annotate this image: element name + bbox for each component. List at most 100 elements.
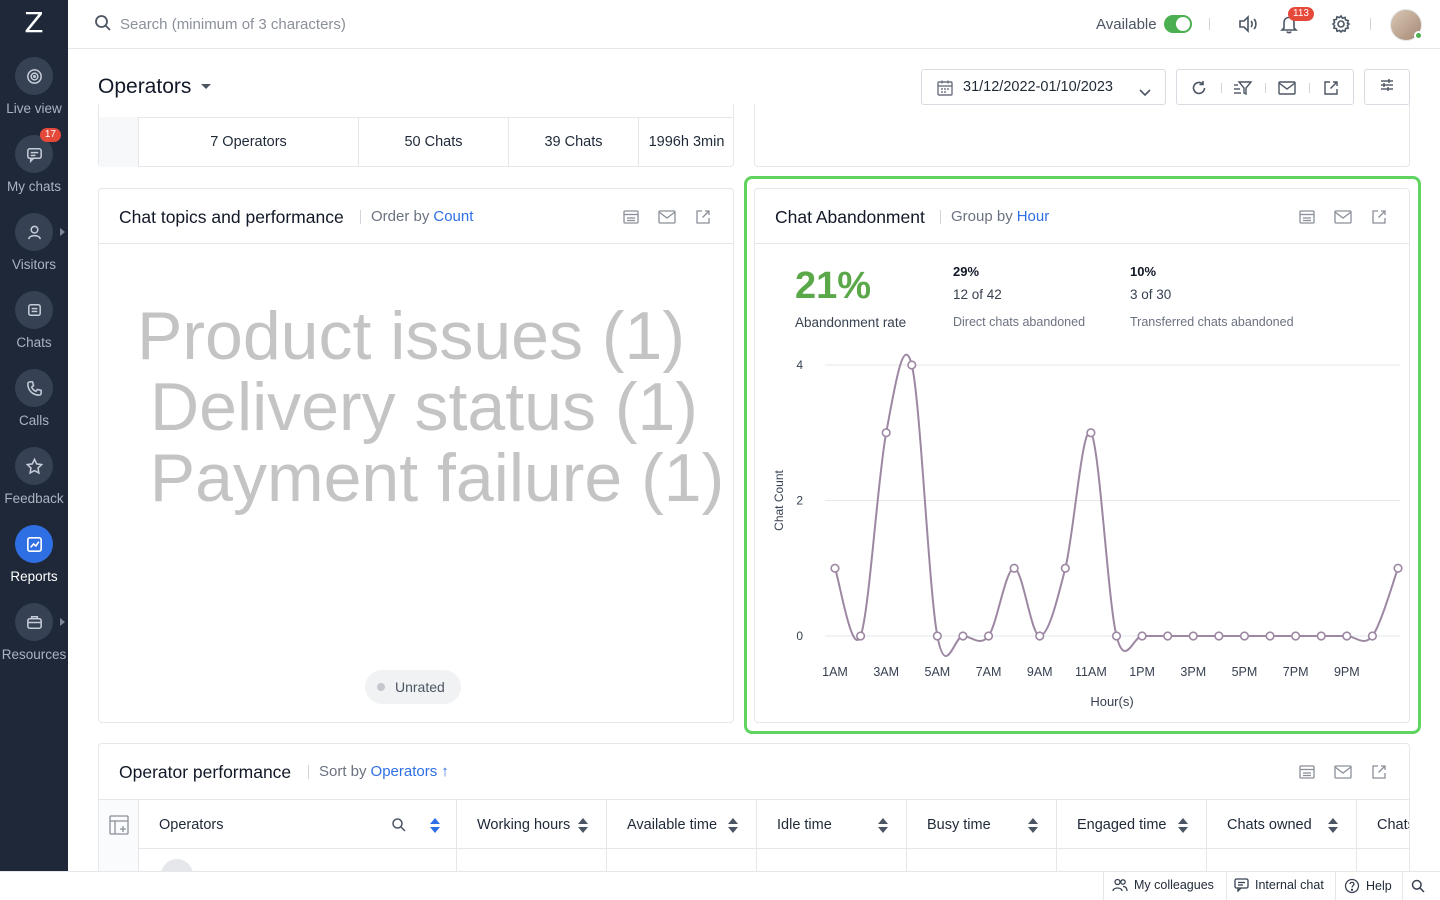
search-input[interactable] (120, 12, 520, 36)
sidebar-item-calls[interactable]: Calls (0, 369, 68, 428)
data-point[interactable] (1035, 631, 1045, 641)
open-external-icon[interactable] (1321, 78, 1341, 98)
internal-chat-button[interactable]: Internal chat (1234, 878, 1324, 892)
sort-by-control[interactable]: Sort by Operators ↑ (319, 763, 449, 780)
date-range-picker[interactable]: 31/12/2022-01/10/2023 (921, 69, 1166, 105)
data-point[interactable] (1214, 631, 1224, 641)
legend-unrated[interactable]: Unrated (365, 670, 461, 704)
direct-abandon-count: 12 of 42 (953, 287, 1002, 302)
sound-icon[interactable] (1237, 13, 1259, 35)
mail-icon[interactable] (657, 207, 677, 227)
column-engaged-time[interactable]: Engaged time (1057, 800, 1207, 850)
notification-badge: 113 (1288, 7, 1314, 21)
mail-icon[interactable] (1277, 78, 1297, 98)
page-title[interactable]: Operators (98, 75, 192, 98)
sidebar-item-resources[interactable]: Resources (0, 603, 68, 662)
data-point[interactable] (881, 428, 891, 438)
sort-by-value[interactable]: Operators (370, 763, 438, 780)
abandonment-rate-label: Abandonment rate (795, 315, 907, 330)
order-by-value[interactable]: Count (433, 208, 474, 225)
column-available-time[interactable]: Available time (607, 800, 757, 850)
data-point[interactable] (1188, 631, 1198, 641)
data-point[interactable] (1393, 563, 1403, 573)
sidebar-item-chats[interactable]: Chats (0, 291, 68, 350)
data-point[interactable] (1086, 428, 1096, 438)
topic-word[interactable]: Product issues (1) (137, 298, 685, 374)
column-working-hours[interactable]: Working hours (457, 800, 607, 850)
table-view-icon[interactable] (1297, 762, 1317, 782)
availability-toggle[interactable] (1164, 15, 1192, 33)
open-external-icon[interactable] (1369, 207, 1389, 227)
table-cell (1207, 849, 1357, 871)
sidebar-item-feedback[interactable]: Feedback (0, 447, 68, 506)
internal-chat-label: Internal chat (1255, 878, 1324, 892)
sort-icon[interactable] (1178, 818, 1188, 837)
table-view-icon[interactable] (621, 207, 641, 227)
expand-caret-icon[interactable] (60, 618, 65, 626)
column-idle-time[interactable]: Idle time (757, 800, 907, 850)
mail-icon[interactable] (1333, 207, 1353, 227)
refresh-icon[interactable] (1189, 78, 1209, 98)
data-point[interactable] (1367, 631, 1378, 641)
sidebar-item-my-chats[interactable]: 17 My chats (0, 128, 68, 194)
sidebar-item-reports[interactable]: Reports (0, 525, 68, 584)
summary-card-right (754, 104, 1410, 167)
group-by-control[interactable]: Group by Hour (951, 208, 1049, 225)
data-point[interactable] (1009, 563, 1019, 573)
my-colleagues-button[interactable]: My colleagues (1112, 878, 1214, 892)
sort-icon[interactable] (1028, 818, 1038, 837)
data-point[interactable] (830, 563, 840, 573)
sort-icon[interactable] (430, 818, 440, 837)
expand-caret-icon[interactable] (60, 228, 65, 236)
order-by-control[interactable]: Order by Count (371, 208, 473, 225)
group-by-value[interactable]: Hour (1016, 208, 1050, 225)
data-point[interactable] (1342, 631, 1352, 641)
y-tick-label: 2 (796, 494, 803, 508)
data-point[interactable] (1239, 631, 1250, 641)
topic-word[interactable]: Delivery status (1) (150, 369, 698, 445)
filter-icon[interactable] (1233, 78, 1253, 98)
data-point[interactable] (855, 631, 866, 641)
column-settings-button[interactable] (99, 800, 139, 850)
data-point[interactable] (1265, 631, 1275, 641)
abandonment-rate-value: 21% (795, 265, 872, 307)
sort-icon[interactable] (578, 818, 588, 837)
column-busy-time[interactable]: Busy time (907, 800, 1057, 850)
data-point[interactable] (1291, 631, 1301, 641)
open-external-icon[interactable] (1369, 762, 1389, 782)
sidebar-item-label: Calls (18, 413, 49, 428)
sidebar-item-visitors[interactable]: Visitors (0, 213, 68, 272)
column-chats-owned[interactable]: Chats owned (1207, 800, 1357, 850)
data-point[interactable] (983, 631, 994, 641)
data-point[interactable] (1060, 563, 1070, 573)
chat-abandonment-card: Chat Abandonment Group by Hour 21% Abando… (754, 188, 1410, 723)
footer-search-icon[interactable] (1411, 879, 1425, 893)
sort-icon[interactable] (1328, 818, 1338, 837)
mail-icon[interactable] (1333, 762, 1353, 782)
sidebar-item-live-view[interactable]: Live view (0, 57, 68, 116)
sort-icon[interactable] (728, 818, 738, 837)
column-chats[interactable]: Chats (1357, 800, 1409, 850)
data-point[interactable] (958, 631, 968, 641)
sort-icon[interactable] (878, 818, 888, 837)
table-view-icon[interactable] (1297, 207, 1317, 227)
data-point[interactable] (1163, 631, 1173, 641)
operator-performance-card: Operator performance Sort by Operators ↑ O… (98, 743, 1410, 883)
gear-icon[interactable] (1330, 13, 1352, 35)
column-operators[interactable]: Operators (139, 800, 457, 850)
column-label: Engaged time (1077, 817, 1167, 833)
open-external-icon[interactable] (693, 207, 713, 227)
data-point[interactable] (1111, 631, 1122, 641)
search-icon[interactable] (391, 817, 407, 837)
app-logo[interactable]: Z (24, 6, 44, 39)
data-point[interactable] (1316, 631, 1326, 641)
data-point[interactable] (1137, 631, 1147, 641)
table-cell (757, 849, 907, 871)
card-title: Chat Abandonment (775, 207, 925, 227)
data-point[interactable] (907, 360, 917, 370)
topic-word[interactable]: Payment failure (1) (149, 440, 725, 516)
data-point[interactable] (932, 631, 942, 641)
customize-button[interactable] (1364, 69, 1410, 105)
help-button[interactable]: Help (1344, 878, 1392, 894)
chevron-down-icon[interactable] (201, 84, 211, 89)
